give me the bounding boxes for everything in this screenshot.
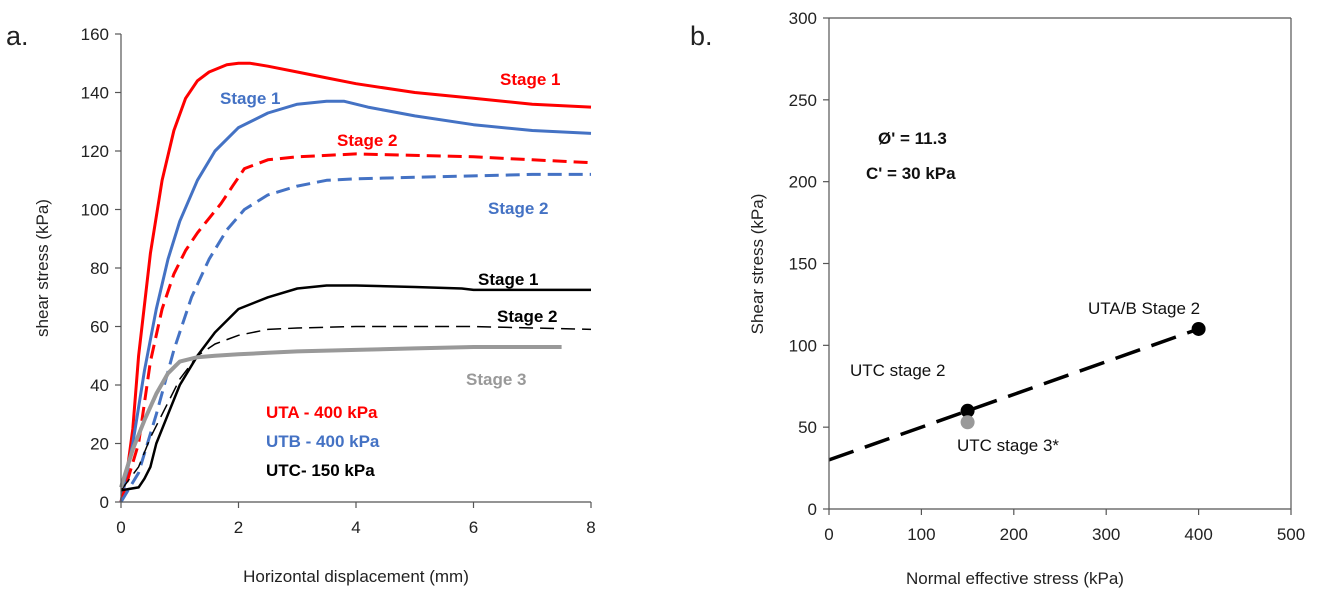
panel-label-b: b. — [690, 21, 713, 51]
chart-b-y-tick-label: 150 — [789, 255, 817, 274]
label-utb-stage-1: Stage 1 — [220, 89, 280, 108]
chart-b-y-tick-label: 250 — [789, 91, 817, 110]
fit-line — [828, 327, 1200, 462]
chart-b-y-tick-label: 100 — [789, 336, 817, 355]
data-point-1 — [960, 415, 975, 430]
chart-b-x-tick-label: 500 — [1277, 525, 1305, 544]
chart-a-y-tick-label: 40 — [90, 376, 109, 395]
chart-a-x-tick-label: 8 — [586, 518, 595, 537]
chart-b-y-tick-label: 300 — [789, 9, 817, 28]
chart-b: b. 0 50 100 150 200 250 300 0 100 200 300 400 500 No… — [690, 9, 1305, 588]
chart-b-x-tick-label: 200 — [1000, 525, 1028, 544]
chart-a-y-tick-label: 160 — [81, 25, 109, 44]
label-utb-stage-2: Stage 2 — [488, 199, 548, 218]
chart-a-x-tick-label: 2 — [234, 518, 243, 537]
chart-a-x-tick-label: 0 — [116, 518, 125, 537]
series-line-0 — [119, 61, 592, 503]
chart-b-x-axis-label: Normal effective stress (kPa) — [906, 569, 1124, 588]
series-line-6 — [119, 345, 562, 488]
label-uta-stage-1: Stage 1 — [500, 70, 560, 89]
chart-b-y-tick-label: 50 — [798, 418, 817, 437]
legend-uta: UTA - 400 kPa — [266, 403, 378, 422]
point-label-utc-stage-3: UTC stage 3* — [957, 436, 1059, 455]
annotation-cohesion: C' = 30 kPa — [866, 164, 956, 183]
chart-b-y-axis-label: Shear stress (kPa) — [748, 194, 767, 335]
chart-a-y-tick-label: 60 — [90, 318, 109, 337]
chart-a-y-tick-label: 80 — [90, 259, 109, 278]
chart-a: a. 0 20 40 60 80 100 120 140 160 0 2 4 6 8 Horizontal… — [6, 21, 596, 586]
series-line-1 — [119, 99, 592, 503]
data-point-2 — [1191, 321, 1206, 336]
chart-a-y-tick-label: 0 — [100, 493, 109, 512]
point-label-utc-stage-2: UTC stage 2 — [850, 361, 945, 380]
chart-a-axes: 0 20 40 60 80 100 120 140 160 0 2 4 6 8 — [81, 25, 596, 537]
legend-utc: UTC- 150 kPa — [266, 461, 375, 480]
series-line-4 — [120, 284, 591, 492]
chart-b-series — [828, 321, 1206, 462]
chart-a-y-tick-label: 20 — [90, 435, 109, 454]
chart-b-y-tick-label: 0 — [808, 500, 817, 519]
chart-a-x-tick-label: 4 — [351, 518, 360, 537]
chart-a-y-axis-label: shear stress (kPa) — [33, 199, 52, 337]
label-utc-stage-3: Stage 3 — [466, 370, 526, 389]
chart-a-series — [119, 61, 592, 503]
label-utc-stage-2: Stage 2 — [497, 307, 557, 326]
chart-b-x-tick-label: 300 — [1092, 525, 1120, 544]
chart-b-axes: 0 50 100 150 200 250 300 0 100 200 300 400 500 — [789, 9, 1306, 544]
chart-a-y-tick-label: 140 — [81, 84, 109, 103]
chart-b-x-tick-label: 0 — [824, 525, 833, 544]
chart-a-x-axis-label: Horizontal displacement (mm) — [243, 567, 469, 586]
series-line-5 — [120, 325, 592, 491]
chart-b-x-tick-label: 400 — [1184, 525, 1212, 544]
legend-utb: UTB - 400 kPa — [266, 432, 380, 451]
series-line-2 — [119, 152, 592, 503]
label-uta-stage-2: Stage 2 — [337, 131, 397, 150]
chart-a-x-tick-label: 6 — [469, 518, 478, 537]
chart-b-x-tick-label: 100 — [907, 525, 935, 544]
chart-b-y-tick-label: 200 — [789, 173, 817, 192]
chart-a-y-tick-label: 120 — [81, 142, 109, 161]
data-point-0 — [960, 403, 975, 418]
chart-a-y-tick-label: 100 — [81, 201, 109, 220]
point-label-utab-stage-2: UTA/B Stage 2 — [1088, 299, 1200, 318]
label-utc-stage-1: Stage 1 — [478, 270, 538, 289]
series-line-3 — [119, 172, 591, 503]
panel-label-a: a. — [6, 21, 29, 51]
annotation-friction-angle: Ø' = 11.3 — [878, 129, 947, 148]
